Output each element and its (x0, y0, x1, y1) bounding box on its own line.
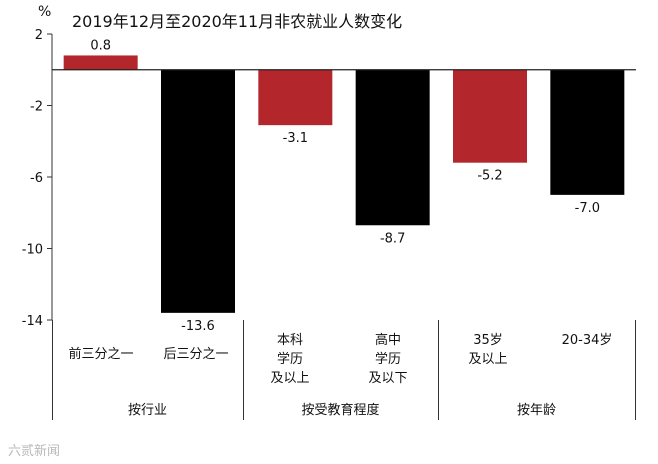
group-separator-2 (438, 320, 439, 420)
bars (63, 55, 625, 313)
bar-5 (453, 69, 527, 163)
category-label-5: 35岁 及以上 (468, 333, 508, 367)
bar-2 (161, 69, 235, 313)
category-label-2: 后三分之一 (163, 347, 229, 362)
y-axis: 2 -2 -6 -10 -14 (22, 28, 53, 329)
chart-title: 2019年12月至2020年11月非农就业人数变化 (72, 12, 403, 31)
category-label-6: 20-34岁 (561, 333, 613, 348)
group-separator-1 (243, 320, 244, 420)
data-label-2: -13.6 (181, 319, 215, 334)
category-label-3: 本科 学历 及以上 (270, 333, 310, 386)
y-tick-label: -6 (30, 171, 43, 186)
y-tick-label: -14 (22, 314, 43, 329)
y-tick-label: -10 (22, 243, 43, 258)
data-label-4: -8.7 (380, 231, 405, 246)
data-labels: 0.8 -13.6 -3.1 -8.7 -5.2 -7.0 (52, 38, 636, 334)
data-label-3: -3.1 (283, 131, 308, 146)
group-separator-right (635, 320, 636, 420)
group-separator-left (52, 320, 53, 420)
data-label-1: 0.8 (90, 38, 111, 53)
category-label-1: 前三分之一 (68, 347, 134, 362)
data-label-5: -5.2 (477, 169, 502, 184)
bar-4 (355, 69, 430, 226)
bar-1 (63, 55, 138, 70)
bar-6 (550, 69, 625, 195)
y-tick-label: -2 (30, 100, 43, 115)
bar-3 (258, 69, 333, 126)
watermark: 六贰新闻 (8, 444, 61, 459)
y-tick-label: 2 (35, 28, 43, 43)
group-label-education: 按受教育程度 (301, 403, 380, 418)
group-label-industry: 按行业 (127, 403, 167, 418)
category-label-4: 高中 学历 及以下 (368, 333, 408, 386)
unit-label: % (38, 4, 52, 20)
data-label-6: -7.0 (575, 201, 600, 216)
group-label-age: 按年龄 (516, 403, 556, 418)
